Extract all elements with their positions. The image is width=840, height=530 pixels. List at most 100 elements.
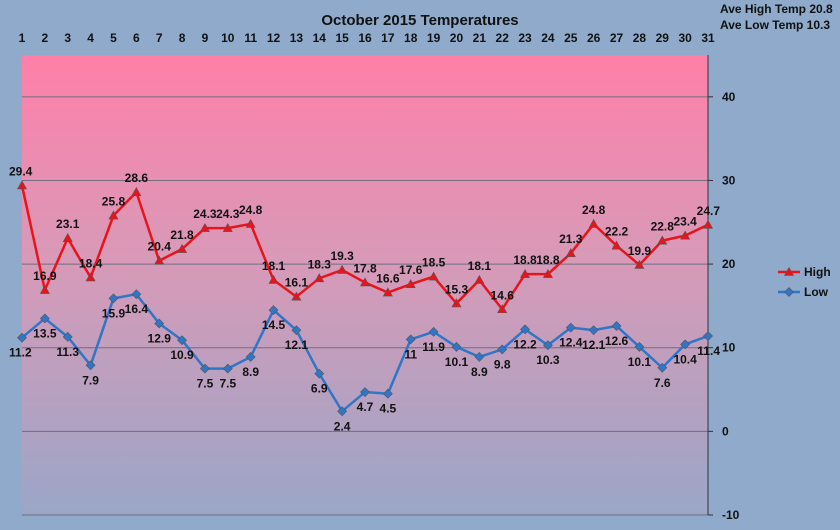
data-label: 10.1	[445, 355, 469, 369]
legend-label: Low	[804, 285, 829, 299]
data-label: 10.1	[628, 355, 652, 369]
data-point	[382, 388, 393, 399]
x-tick-label: 18	[404, 31, 418, 45]
data-point	[611, 240, 622, 250]
data-label: 21.8	[170, 228, 194, 242]
data-point	[542, 269, 553, 278]
data-label: 4.7	[357, 400, 374, 414]
data-point	[131, 187, 142, 196]
data-point	[154, 255, 165, 265]
data-point	[497, 304, 508, 314]
data-point	[154, 318, 165, 329]
average-high-text: Ave High Temp 20.8	[720, 2, 833, 16]
data-point	[382, 287, 393, 297]
x-tick-label: 28	[633, 31, 647, 45]
data-label: 10.4	[673, 352, 697, 366]
data-point	[131, 289, 142, 300]
data-point	[222, 223, 233, 232]
data-label: 21.3	[559, 232, 583, 246]
legend-label: High	[804, 265, 831, 279]
data-point	[474, 352, 485, 362]
series-high: 29.4 16.9 23.1 18.4 25.8 28.6 20.421.8 24.3 24.3…	[9, 164, 721, 314]
data-label: 15.9	[102, 306, 126, 320]
x-tick-label: 13	[290, 31, 304, 45]
data-label: 10.9	[170, 348, 194, 362]
data-label: 24.8	[582, 203, 606, 217]
x-tick-label: 17	[381, 31, 395, 45]
data-label: 12.1	[582, 338, 606, 352]
data-label: 8.9	[242, 365, 259, 379]
x-tick-label: 10	[221, 31, 235, 45]
data-point	[565, 248, 576, 258]
data-label: 11	[404, 347, 417, 361]
data-label: 12.2	[513, 337, 537, 351]
x-tick-label: 24	[541, 31, 555, 45]
data-label: 18.8	[513, 253, 537, 267]
data-point	[657, 235, 668, 245]
data-point	[405, 334, 416, 345]
data-point	[634, 259, 645, 269]
data-label: 11.2	[9, 346, 32, 360]
data-label: 2.4	[334, 419, 351, 433]
data-point	[85, 360, 96, 371]
data-label: 7.6	[654, 376, 671, 390]
data-label: 19.9	[628, 244, 652, 258]
x-tick-label: 22	[496, 31, 510, 45]
data-point	[588, 325, 599, 336]
data-point	[291, 291, 302, 301]
data-point	[199, 223, 210, 232]
x-tick-label: 25	[564, 31, 578, 45]
data-point	[474, 274, 485, 284]
data-label: 11.9	[422, 340, 445, 354]
data-point	[16, 180, 28, 190]
data-label: 23.1	[56, 217, 80, 231]
data-point	[245, 218, 256, 228]
data-point	[784, 287, 794, 297]
data-label: 4.5	[380, 402, 397, 416]
legend: High Low	[778, 265, 831, 299]
data-point	[222, 363, 233, 374]
x-tick-label: 30	[678, 31, 692, 45]
x-tick-label: 27	[610, 31, 624, 45]
x-tick-label: 8	[179, 31, 186, 45]
data-label: 12.4	[559, 336, 583, 350]
data-point	[405, 279, 416, 288]
data-point	[428, 326, 439, 337]
data-point	[359, 277, 371, 287]
data-label: 14.5	[262, 318, 286, 332]
data-label: 24.7	[697, 204, 721, 218]
data-label: 7.9	[82, 373, 99, 387]
data-label: 12.1	[285, 338, 309, 352]
data-point	[543, 340, 553, 351]
data-label: 11.4	[697, 344, 720, 358]
data-point	[497, 344, 508, 355]
x-tick-label: 29	[656, 31, 670, 45]
data-point	[428, 271, 439, 281]
data-label: 10.3	[536, 353, 560, 367]
series-low: 11.213.5 11.37.9 15.9 16.4 12.9 10.9 7.5 7.5 8.9…	[9, 289, 720, 433]
data-label: 23.4	[673, 215, 697, 229]
data-point	[703, 331, 713, 341]
data-point	[108, 293, 119, 304]
data-label: 18.1	[468, 259, 492, 273]
data-point	[177, 335, 187, 346]
y-tick-label: 10	[722, 341, 736, 355]
data-label: 18.3	[308, 257, 332, 271]
data-point	[85, 272, 96, 282]
x-tick-label: 4	[87, 31, 94, 45]
data-label: 22.8	[651, 220, 675, 234]
data-label: 6.9	[311, 382, 328, 396]
data-point	[783, 266, 795, 276]
data-label: 25.8	[102, 195, 126, 209]
data-point	[200, 363, 210, 374]
data-label: 22.2	[605, 225, 629, 239]
data-label: 24.8	[239, 203, 263, 217]
data-label: 20.4	[148, 240, 172, 254]
data-point	[108, 210, 119, 220]
data-label: 14.6	[491, 288, 515, 302]
x-tick-label: 3	[64, 31, 71, 45]
data-point	[39, 284, 50, 294]
data-label: 15.3	[445, 282, 469, 296]
data-point	[657, 362, 668, 373]
y-tick-label: 0	[722, 424, 729, 438]
